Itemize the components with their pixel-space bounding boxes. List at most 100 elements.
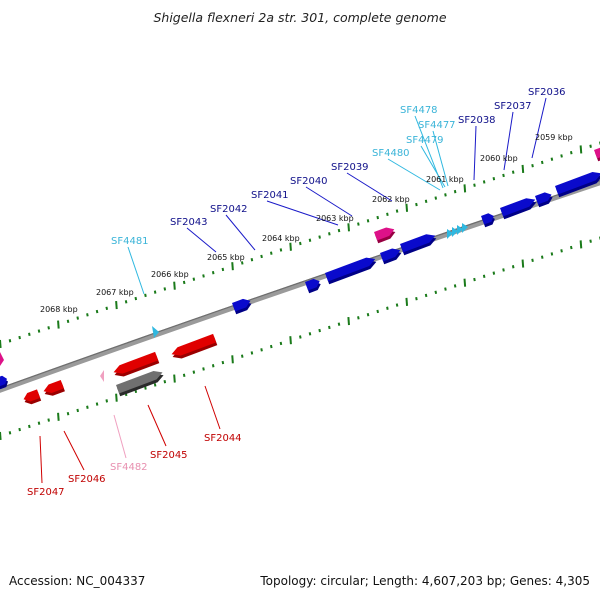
minor-tick bbox=[105, 399, 109, 403]
major-tick bbox=[347, 223, 350, 232]
kbp-tick-label: 2067 kbp bbox=[96, 288, 134, 297]
major-tick bbox=[521, 164, 525, 174]
minor-tick bbox=[163, 380, 167, 384]
accession-text: Accession: NC_004337 bbox=[9, 574, 146, 588]
gene-label-sf2046[interactable]: SF2046 bbox=[68, 474, 106, 485]
minor-tick bbox=[444, 287, 447, 291]
gene-label-sf4481[interactable]: SF4481 bbox=[111, 236, 149, 247]
minor-tick bbox=[386, 212, 389, 217]
major-tick bbox=[347, 316, 350, 326]
minor-tick bbox=[550, 252, 554, 256]
forward-gene-arrow[interactable] bbox=[325, 255, 378, 285]
gene-label-sf2036[interactable]: SF2036 bbox=[528, 87, 566, 98]
callout-line bbox=[204, 385, 221, 430]
pseudo-gene-box[interactable] bbox=[116, 368, 165, 397]
callout-line bbox=[225, 214, 256, 251]
gene-label-sf2045[interactable]: SF2045 bbox=[150, 450, 188, 461]
minor-tick bbox=[415, 202, 418, 207]
minor-tick bbox=[531, 163, 534, 168]
minor-tick bbox=[473, 183, 476, 187]
minor-tick bbox=[28, 424, 31, 429]
minor-tick bbox=[221, 267, 225, 272]
small-feature-marker[interactable] bbox=[452, 227, 458, 237]
gene-label-sf2039[interactable]: SF2039 bbox=[331, 162, 369, 173]
minor-tick bbox=[395, 209, 399, 213]
forward-gene-arrow[interactable] bbox=[500, 195, 538, 220]
rna-feature[interactable] bbox=[374, 225, 397, 244]
major-tick bbox=[231, 262, 234, 271]
minor-tick bbox=[511, 265, 515, 269]
minor-tick bbox=[453, 284, 457, 288]
forward-gene-arrow[interactable] bbox=[555, 169, 600, 198]
forward-gene-arrow[interactable] bbox=[400, 231, 438, 256]
minor-tick bbox=[589, 144, 592, 148]
minor-tick bbox=[95, 309, 99, 314]
genome-summary-text: Topology: circular; Length: 4,607,203 bp… bbox=[260, 574, 590, 588]
minor-tick bbox=[192, 277, 196, 281]
small-feature-marker[interactable] bbox=[457, 225, 463, 235]
gene-features[interactable] bbox=[0, 146, 600, 406]
rna-feature[interactable] bbox=[594, 146, 600, 162]
callout-line bbox=[531, 97, 547, 159]
kbp-tick-label: 2062 kbp bbox=[372, 195, 410, 204]
forward-gene-arrow[interactable] bbox=[380, 246, 403, 265]
minor-tick bbox=[202, 274, 205, 278]
minor-tick bbox=[395, 303, 399, 307]
minor-tick bbox=[299, 241, 302, 246]
forward-gene-arrow[interactable] bbox=[0, 374, 10, 390]
minor-tick bbox=[473, 277, 476, 282]
gene-label-sf2044[interactable]: SF2044 bbox=[204, 433, 242, 444]
minor-tick bbox=[492, 176, 496, 181]
minor-tick bbox=[550, 157, 554, 161]
forward-gene-arrow[interactable] bbox=[305, 277, 322, 294]
reverse-gene-arrow[interactable] bbox=[112, 351, 160, 379]
callout-line bbox=[305, 186, 353, 217]
minor-tick bbox=[240, 261, 244, 265]
gene-label-sf2042[interactable]: SF2042 bbox=[210, 204, 248, 215]
major-tick bbox=[57, 412, 60, 421]
small-feature-marker[interactable] bbox=[447, 229, 453, 239]
gene-label-sf4477[interactable]: SF4477 bbox=[418, 120, 456, 131]
reverse-gene-arrow[interactable] bbox=[42, 379, 65, 398]
minor-tick bbox=[444, 193, 447, 197]
major-tick bbox=[463, 184, 467, 193]
kbp-tick-label: 2065 kbp bbox=[207, 253, 245, 262]
minor-tick bbox=[269, 251, 273, 255]
reverse-gene-arrow[interactable] bbox=[22, 389, 42, 406]
minor-tick bbox=[240, 354, 244, 358]
minor-tick bbox=[502, 268, 505, 272]
minor-tick bbox=[434, 196, 438, 200]
gene-label-sf4480[interactable]: SF4480 bbox=[372, 148, 410, 159]
forward-gene-arrow[interactable] bbox=[232, 297, 253, 315]
minor-tick bbox=[492, 271, 496, 275]
callout-line bbox=[127, 246, 145, 295]
gene-label-sf2043[interactable]: SF2043 bbox=[170, 217, 208, 228]
minor-tick bbox=[124, 300, 128, 304]
gene-label-sf2038[interactable]: SF2038 bbox=[458, 115, 496, 126]
small-feature-marker[interactable] bbox=[462, 223, 468, 233]
rna-feature[interactable] bbox=[0, 352, 4, 366]
kbp-tick-label: 2068 kbp bbox=[40, 305, 78, 314]
minor-tick bbox=[357, 222, 360, 226]
major-tick bbox=[173, 281, 176, 290]
small-feature-marker[interactable] bbox=[152, 326, 159, 338]
pseudo-feature-marker[interactable] bbox=[100, 370, 104, 382]
gene-label-sf2047[interactable]: SF2047 bbox=[27, 487, 65, 498]
gene-label-sf2037[interactable]: SF2037 bbox=[494, 101, 532, 112]
callout-line bbox=[266, 200, 339, 226]
minor-tick bbox=[95, 402, 99, 406]
gene-label-sf4479[interactable]: SF4479 bbox=[406, 135, 444, 146]
gene-label-sf2041[interactable]: SF2041 bbox=[251, 190, 289, 201]
forward-gene-arrow[interactable] bbox=[481, 212, 496, 228]
major-tick bbox=[0, 431, 2, 441]
minor-tick bbox=[18, 335, 21, 340]
callout-line bbox=[473, 125, 477, 181]
forward-gene-arrow[interactable] bbox=[535, 190, 554, 208]
major-tick bbox=[579, 145, 583, 154]
reverse-gene-arrow[interactable] bbox=[170, 333, 218, 361]
gene-label-sf4478[interactable]: SF4478 bbox=[400, 105, 438, 116]
gene-label-sf2040[interactable]: SF2040 bbox=[290, 176, 328, 187]
gene-label-sf4482[interactable]: SF4482 bbox=[110, 462, 148, 473]
